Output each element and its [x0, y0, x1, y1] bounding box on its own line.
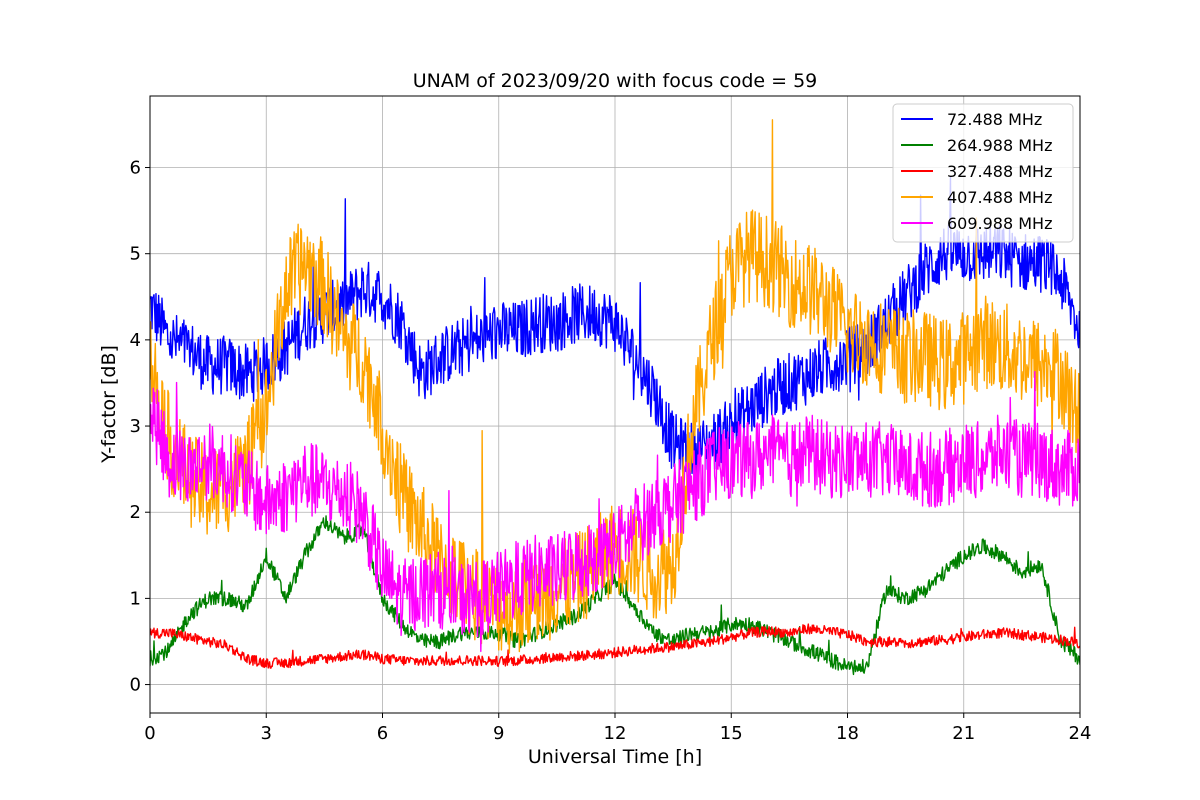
y-axis-ticks: 0 1 2 3 4 5 6 — [130, 158, 150, 696]
series-line-0 — [150, 176, 1080, 481]
chart-title: UNAM of 2023/09/20 with focus code = 59 — [413, 70, 818, 92]
x-axis-ticks: 0 3 6 9 12 15 18 21 24 — [144, 713, 1091, 744]
y-tick-label: 3 — [130, 416, 141, 437]
legend: 72.488 MHz 264.988 MHz 327.488 MHz 407.488 … — [892, 103, 1074, 243]
series-line-1 — [150, 515, 1080, 676]
y-tick-label: 5 — [130, 244, 141, 265]
legend-box — [892, 103, 1074, 243]
series-layer — [150, 119, 1080, 676]
x-tick-label: 3 — [261, 723, 272, 744]
legend-label-1: 264.988 MHz — [947, 136, 1052, 155]
x-tick-label: 15 — [720, 723, 743, 744]
y-axis-label: Y-factor [dB] — [98, 345, 120, 464]
series-line-4 — [150, 370, 1080, 653]
x-tick-label: 21 — [952, 723, 975, 744]
y-tick-label: 4 — [130, 330, 141, 351]
x-tick-label: 18 — [836, 723, 859, 744]
y-tick-label: 6 — [130, 158, 141, 179]
x-tick-label: 24 — [1069, 723, 1092, 744]
y-tick-label: 2 — [130, 502, 141, 523]
x-tick-label: 6 — [377, 723, 388, 744]
x-tick-label: 9 — [493, 723, 504, 744]
series-line-3 — [150, 119, 1080, 654]
x-tick-label: 0 — [144, 723, 155, 744]
x-tick-label: 12 — [604, 723, 627, 744]
y-tick-label: 1 — [130, 588, 141, 609]
legend-label-2: 327.488 MHz — [947, 162, 1052, 181]
legend-label-0: 72.488 MHz — [947, 110, 1042, 129]
legend-label-3: 407.488 MHz — [947, 188, 1052, 207]
x-axis-label: Universal Time [h] — [528, 746, 702, 768]
legend-label-4: 609.988 MHz — [947, 214, 1052, 233]
y-tick-label: 0 — [130, 675, 141, 696]
series-line-2 — [150, 623, 1080, 669]
